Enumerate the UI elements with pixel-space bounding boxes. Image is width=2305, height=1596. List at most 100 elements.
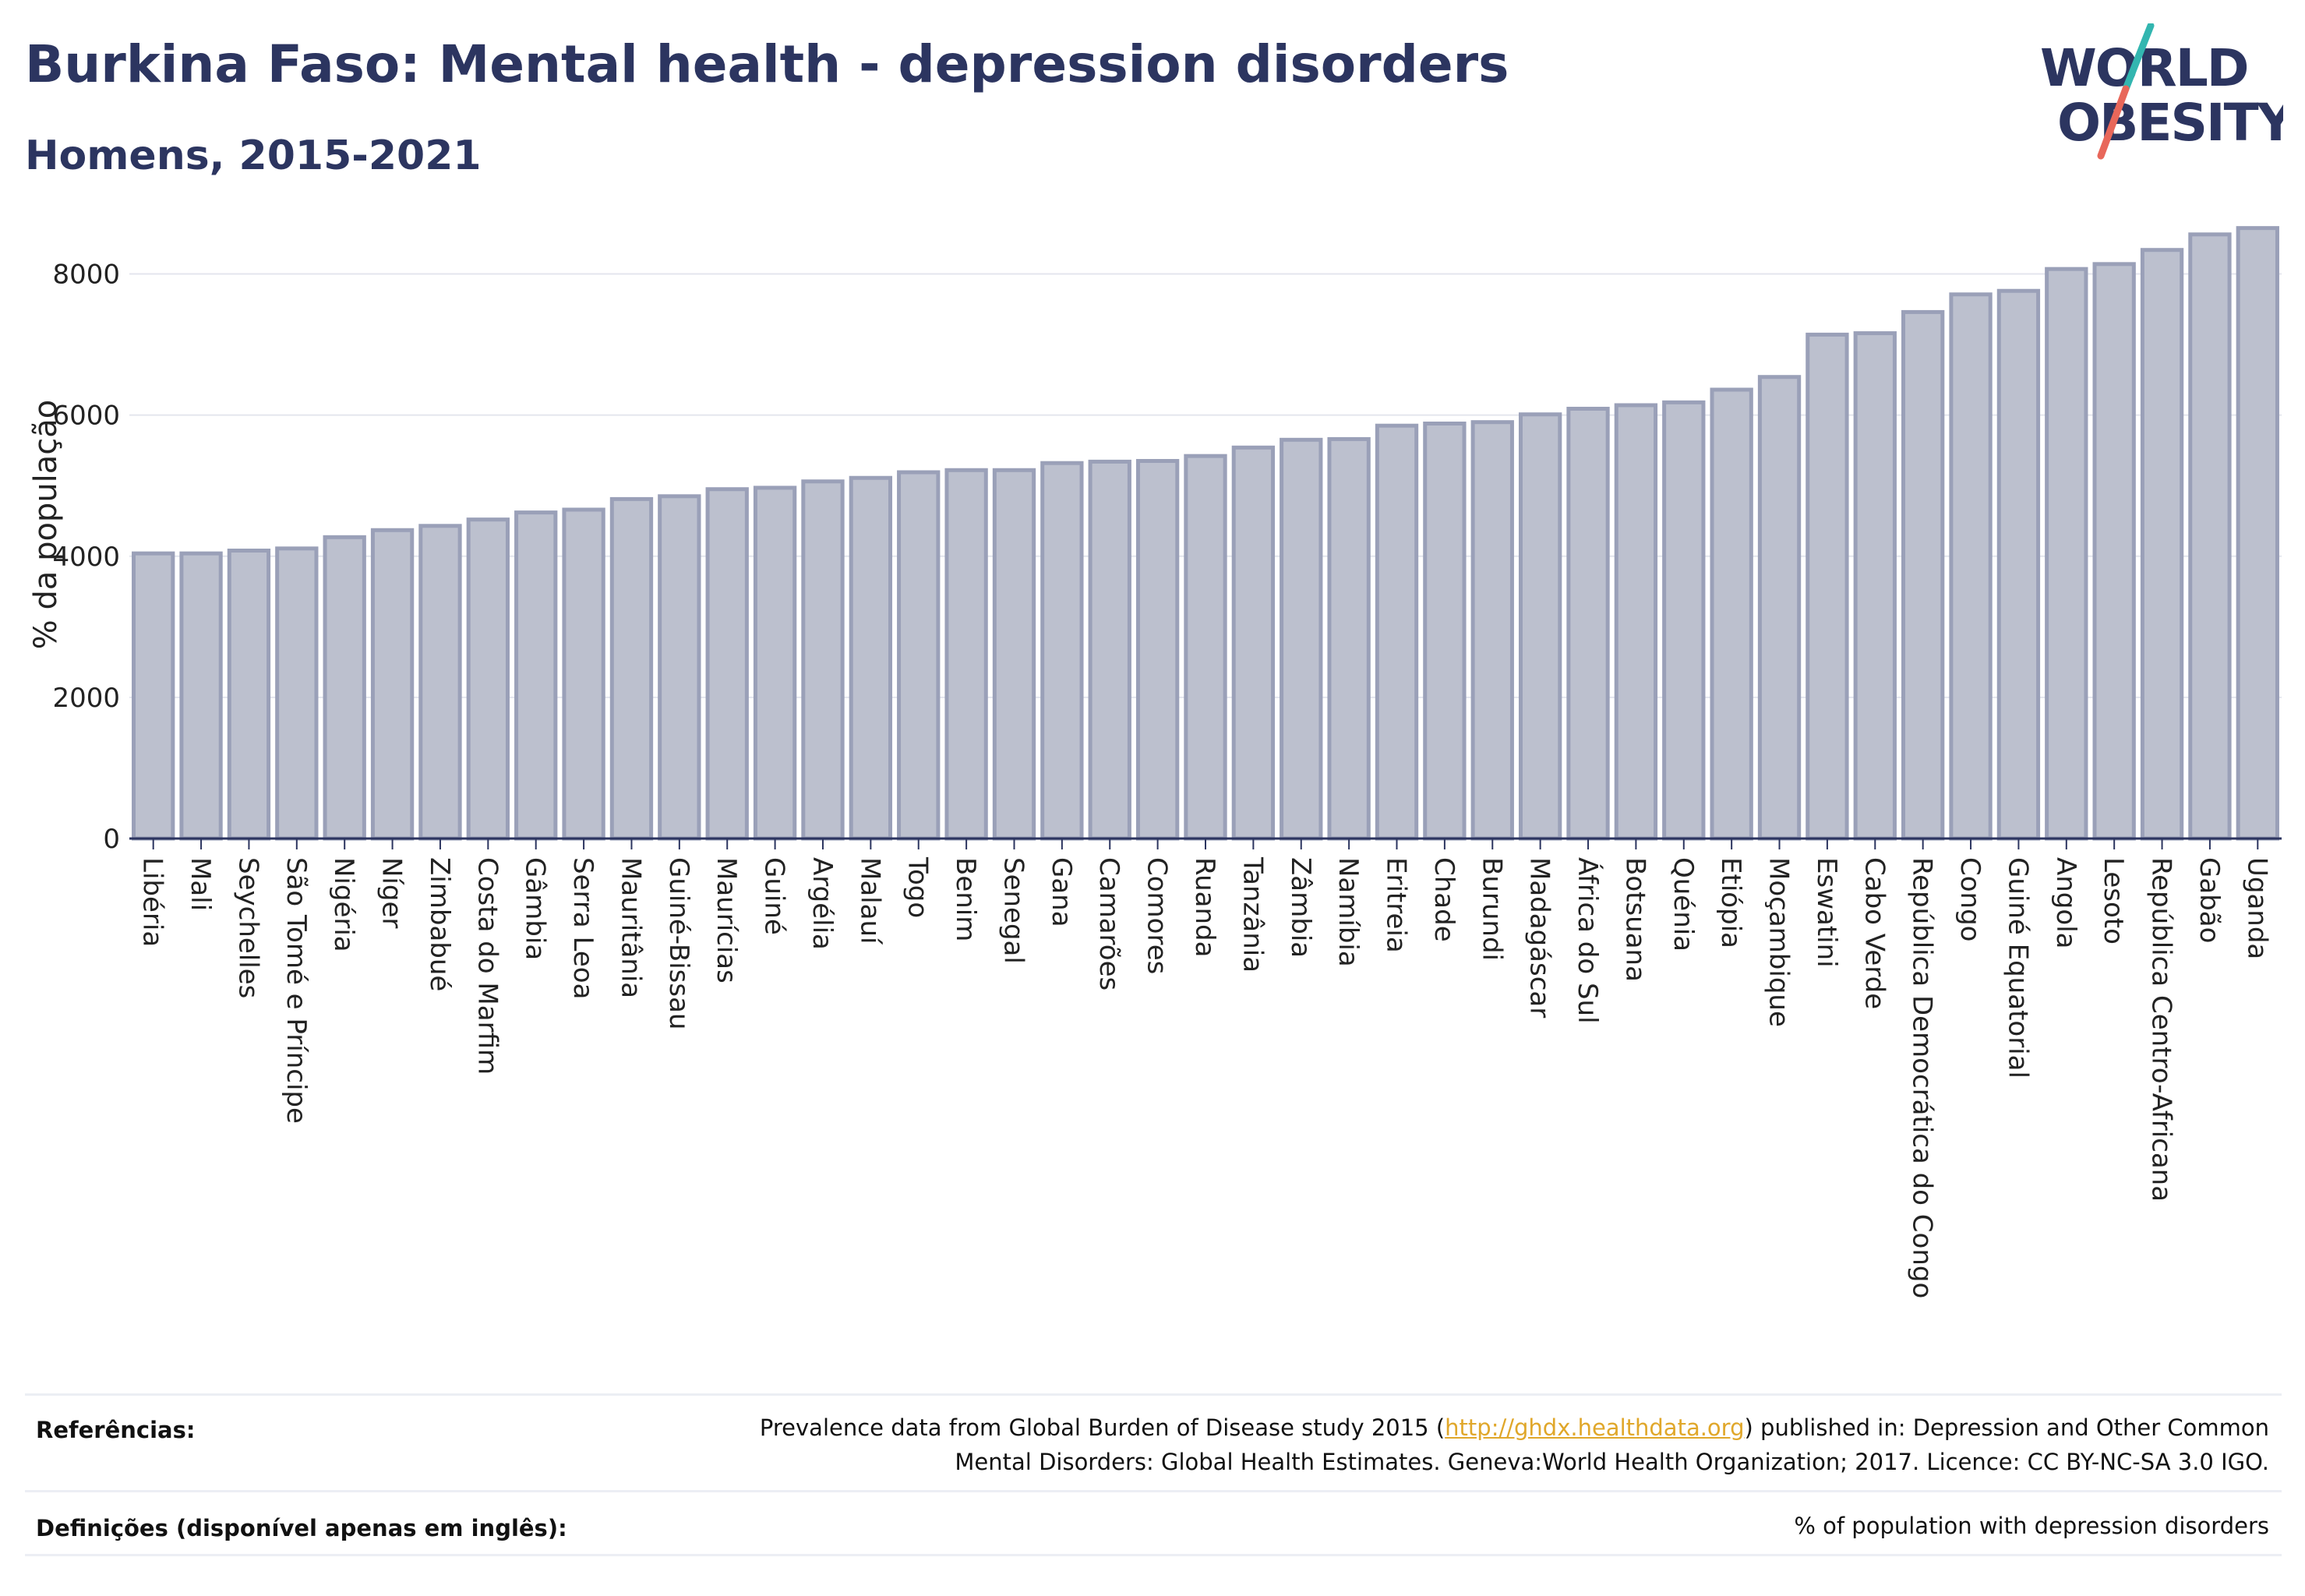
- bar-chart: 0 2000 4000 6000 8000 % da população Libéria Ma…: [28, 226, 2282, 1298]
- bar: [944, 468, 988, 841]
- x-tick-label: Burundi: [1476, 857, 1507, 961]
- x-tick-label: Botsuana: [1619, 857, 1650, 982]
- bar: [1231, 445, 1276, 841]
- x-tick-label: Moçambique: [1763, 857, 1795, 1027]
- bar: [1949, 292, 1993, 841]
- bar: [227, 549, 271, 841]
- x-tick-label: Quénia: [1668, 857, 1699, 952]
- x-tick-label: Guiné Equatorial: [2002, 857, 2033, 1079]
- bar: [1757, 375, 1802, 841]
- x-tick-label: Gabão: [2194, 857, 2225, 943]
- x-tick-label: Etiópia: [1715, 857, 1746, 948]
- bar: [609, 496, 654, 841]
- bar: [1853, 331, 1897, 841]
- bar: [179, 551, 223, 841]
- bar: [2188, 232, 2232, 841]
- x-tick-label: Camarões: [1093, 857, 1124, 990]
- bar: [1614, 403, 1658, 841]
- x-tick-label: Argélia: [807, 857, 838, 950]
- x-tick-label: Mali: [185, 857, 216, 911]
- bar: [801, 479, 845, 841]
- y-tick-label: 2000: [52, 683, 120, 714]
- x-tick-label: República Centro-Africana: [2146, 857, 2177, 1202]
- references-link[interactable]: http://ghdx.healthdata.org: [1445, 1414, 1745, 1441]
- bar: [370, 528, 415, 841]
- y-tick-label: 8000: [52, 260, 120, 291]
- bar: [849, 475, 893, 841]
- bar: [132, 551, 175, 841]
- definitions-text: % of population with depression disorder…: [1794, 1513, 2269, 1539]
- bar: [1184, 454, 1227, 841]
- bar: [2236, 226, 2279, 841]
- logo-line-obesity: OBESITY: [2057, 93, 2283, 153]
- bar: [1423, 421, 1467, 841]
- x-tick-label: Eritreia: [1381, 857, 1412, 953]
- references-text-line2: Mental Disorders: Global Health Estimate…: [955, 1449, 2269, 1475]
- x-tick-label: Guiné-Bissau: [663, 857, 694, 1029]
- x-tick-label: Congo: [1954, 857, 1986, 941]
- bar: [466, 517, 510, 841]
- x-tick-label: Zâmbia: [1285, 857, 1316, 958]
- y-tick-label: 0: [103, 824, 120, 855]
- bar: [1710, 387, 1753, 841]
- x-tick-label: Seychelles: [232, 857, 263, 998]
- y-tick-label: 4000: [52, 542, 120, 573]
- bar: [1662, 400, 1706, 841]
- bar: [1806, 332, 1849, 841]
- bar: [323, 535, 366, 841]
- definitions-label: Definições (disponível apenas em inglês)…: [36, 1515, 567, 1541]
- bar: [1375, 423, 1419, 841]
- x-tick-label: Gâmbia: [520, 857, 551, 960]
- footer-divider-top: [25, 1393, 2282, 1396]
- x-tick-label: Angola: [2050, 857, 2081, 948]
- x-tick-label: Madagáscar: [1524, 857, 1555, 1018]
- bar: [992, 468, 1036, 841]
- x-tick-label: Comores: [1142, 857, 1173, 974]
- y-axis-label: % da população: [28, 400, 64, 650]
- bar: [562, 507, 605, 841]
- x-tick-label: Lesoto: [2098, 857, 2129, 945]
- bar: [1518, 412, 1562, 841]
- bar: [658, 494, 701, 841]
- bar: [1901, 309, 1945, 841]
- references-text-end: ) published in: Depression and Other Com…: [1744, 1414, 2270, 1441]
- x-tick-label: Chade: [1428, 857, 1460, 942]
- x-tick-label: Namíbia: [1333, 857, 1364, 967]
- bar: [1996, 288, 2041, 841]
- x-tick-label: Nigéria: [328, 857, 359, 952]
- references-text: Prevalence data from Global Burden of Di…: [760, 1411, 2269, 1479]
- x-tick-label: Senegal: [997, 857, 1029, 964]
- bar: [1280, 437, 1323, 841]
- x-tick-label: Eswatini: [1811, 857, 1842, 968]
- x-tick-label: Ruanda: [1189, 857, 1220, 957]
- world-obesity-logo[interactable]: WORLD OBESITY: [2026, 23, 2283, 164]
- logo-slash-top: [2122, 23, 2155, 93]
- x-tick-label: Guiné: [759, 857, 790, 935]
- bar: [1470, 420, 1514, 841]
- footer-divider-middle: [25, 1490, 2282, 1492]
- bar: [514, 510, 558, 841]
- bar: [897, 470, 941, 841]
- bar: [1566, 406, 1610, 841]
- x-tick-label: Uganda: [2241, 857, 2272, 959]
- x-tick-label: Libéria: [137, 857, 168, 947]
- bar: [1040, 461, 1084, 841]
- bar: [2092, 262, 2136, 841]
- x-tick-label: Malauí: [854, 857, 885, 945]
- chart-subtitle: Homens, 2015-2021: [25, 132, 482, 179]
- footer-divider-bottom: [25, 1554, 2282, 1556]
- bar: [705, 487, 749, 841]
- y-tick-label: 6000: [52, 401, 120, 432]
- references-label: Referências:: [36, 1417, 196, 1443]
- x-tick-label: Maurícias: [711, 857, 742, 983]
- bar: [2045, 267, 2088, 841]
- x-tick-label: São Tomé e Príncipe: [281, 857, 312, 1124]
- x-tick-label: África do Sul: [1572, 857, 1604, 1024]
- references-text-start: Prevalence data from Global Burden of Di…: [759, 1414, 1445, 1441]
- chart-title: Burkina Faso: Mental health - depression…: [25, 34, 1509, 94]
- x-tick-label: Zimbabué: [424, 857, 455, 991]
- x-tick-label: Benim: [950, 857, 981, 941]
- x-tick-label: República Democrática do Congo: [1907, 857, 1938, 1298]
- x-tick-label: Níger: [376, 857, 408, 928]
- bar: [753, 486, 797, 841]
